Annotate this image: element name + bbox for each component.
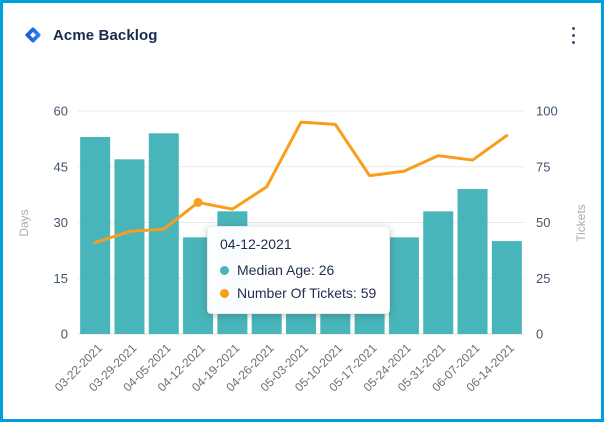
tooltip-item-tickets: Number Of Tickets: 59 <box>220 285 377 303</box>
tooltip-item-median-age: Median Age: 26 <box>220 262 377 280</box>
tooltip-item-text: Number Of Tickets: 59 <box>237 285 377 301</box>
bar-04-05-2021[interactable] <box>148 133 179 334</box>
left-axis-tick: 0 <box>61 327 68 342</box>
tickets-dot-icon <box>220 289 229 299</box>
right-axis-title: Tickets <box>574 204 588 242</box>
left-axis-tick: 15 <box>54 271 68 286</box>
hovered-point-marker[interactable] <box>193 197 203 207</box>
median-age-dot-icon <box>220 265 229 275</box>
bar-03-22-2021[interactable] <box>80 137 111 334</box>
bar-05-24-2021[interactable] <box>388 237 419 334</box>
chart-tooltip: 04-12-2021 Median Age: 26 Number Of Tick… <box>207 226 390 314</box>
page-title: Acme Backlog <box>53 26 158 44</box>
bar-06-14-2021[interactable] <box>491 241 522 334</box>
bar-06-07-2021[interactable] <box>457 189 488 334</box>
bar-03-29-2021[interactable] <box>114 159 145 334</box>
bar-05-03-2021[interactable] <box>286 311 316 334</box>
bar-05-31-2021[interactable] <box>423 211 454 334</box>
tickets-line[interactable] <box>93 120 509 245</box>
header: Acme Backlog <box>3 3 601 63</box>
right-axis-tick: 75 <box>536 159 550 174</box>
tooltip-item-text: Median Age: 26 <box>237 261 335 278</box>
bar-04-26-2021[interactable] <box>251 311 282 334</box>
left-axis-title: Days <box>17 209 31 236</box>
left-axis-tick: 45 <box>54 159 68 174</box>
tooltip-date: 04-12-2021 <box>220 236 292 252</box>
left-axis-tick: 60 <box>54 104 68 119</box>
right-axis-tick: 100 <box>536 104 558 119</box>
right-axis-tick: 25 <box>536 271 550 286</box>
right-axis-tick: 0 <box>536 327 543 342</box>
bar-05-17-2021[interactable] <box>354 311 385 334</box>
app-logo-icon <box>25 27 41 43</box>
left-axis-tick: 30 <box>54 215 68 230</box>
right-axis-tick: 50 <box>536 215 550 230</box>
bar-05-10-2021[interactable] <box>320 311 351 334</box>
kebab-menu-icon <box>571 26 575 44</box>
more-options-button[interactable] <box>561 21 585 49</box>
